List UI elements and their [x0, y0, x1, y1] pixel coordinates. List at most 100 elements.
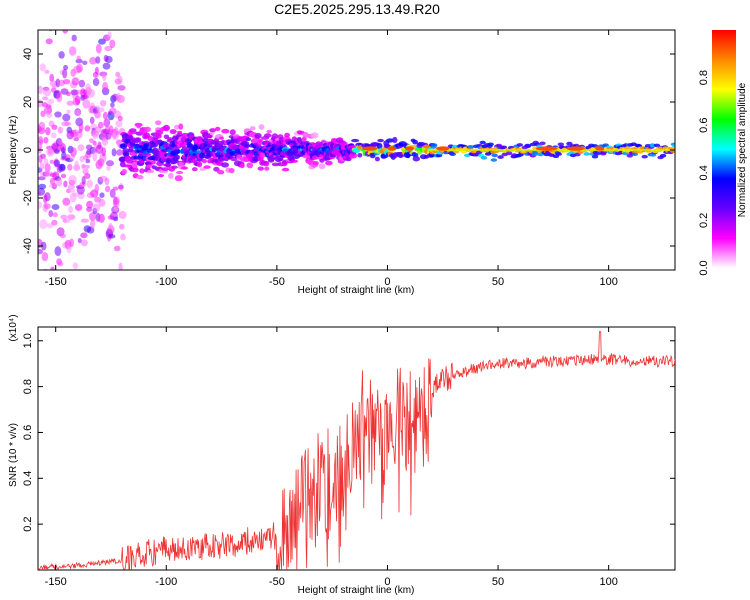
heatmap-cell — [76, 55, 81, 62]
heatmap-cell — [583, 152, 590, 156]
heatmap-cell — [191, 167, 198, 172]
heatmap-cell — [62, 197, 71, 206]
colorbar-tick-label: 0.6 — [698, 118, 710, 133]
heatmap-cell — [82, 60, 88, 65]
heatmap-cell — [281, 167, 290, 172]
heatmap-cell — [47, 148, 53, 155]
snr-y-multiplier: (x10⁴) — [8, 314, 19, 341]
heatmap-cell — [71, 34, 77, 42]
heatmap-cell — [535, 146, 558, 151]
heatmap-cell — [67, 163, 73, 171]
heatmap-cell — [357, 153, 363, 158]
heatmap-cell — [491, 153, 498, 158]
heatmap-cell — [86, 88, 95, 98]
heatmap-cell — [203, 165, 211, 169]
heatmap-cell — [479, 140, 486, 145]
heatmap-cell — [64, 121, 72, 126]
heatmap-cell — [302, 132, 309, 138]
heatmap-cell — [254, 132, 262, 139]
heatmap-cell — [92, 151, 98, 162]
heatmap-cell — [490, 158, 498, 162]
heatmap-cell — [96, 107, 105, 113]
heatmap-cell — [85, 158, 91, 164]
heatmap-cell — [128, 146, 134, 153]
heatmap-cell — [121, 168, 128, 175]
heatmap-cell — [38, 201, 43, 209]
heatmap-cell — [257, 138, 263, 143]
heatmap-cell — [325, 160, 333, 166]
heatmap-cell — [62, 79, 71, 85]
heatmap-cell — [176, 170, 184, 175]
y-tick-label: 0 — [22, 147, 34, 153]
heatmap-cell — [99, 192, 105, 198]
heatmap-cell — [38, 85, 43, 94]
heatmap-cell — [62, 30, 69, 34]
heatmap-cell — [118, 184, 124, 190]
heatmap-cell — [243, 144, 251, 148]
heatmap-cell — [68, 188, 76, 193]
heatmap-cell — [266, 129, 272, 134]
heatmap-cell — [50, 132, 57, 139]
heatmap-cell — [95, 144, 104, 154]
heatmap-cell — [50, 266, 55, 270]
heatmap-cell — [557, 142, 564, 147]
heatmap-cell — [102, 111, 109, 120]
heatmap-cell — [99, 100, 107, 107]
heatmap-cell — [659, 153, 667, 158]
heatmap-cell — [362, 146, 378, 151]
heatmap-cell — [258, 124, 265, 130]
heatmap-cell — [67, 214, 76, 221]
heatmap-cell — [88, 332, 92, 338]
heatmap-cell — [66, 109, 71, 114]
heatmap-cell — [95, 56, 101, 64]
heatmap-cell — [80, 277, 87, 281]
heatmap-cell — [52, 212, 58, 218]
heatmap-cell — [66, 244, 72, 254]
heatmap-cell — [230, 156, 238, 162]
heatmap-cell — [95, 43, 102, 54]
heatmap-cell — [174, 124, 180, 130]
heatmap-cell — [201, 138, 209, 143]
heatmap-cell — [54, 246, 62, 257]
colorbar-tick-label: 0.0 — [698, 260, 710, 275]
colorbar-ticks: 0.0 0.2 0.4 0.6 0.8 — [698, 70, 710, 276]
heatmap-cell — [39, 63, 47, 72]
heatmap-cell — [122, 148, 130, 153]
heatmap-cell — [109, 39, 116, 49]
heatmap-cell — [374, 156, 380, 162]
heatmap-cell — [80, 239, 88, 247]
heatmap-cell — [296, 136, 302, 143]
heatmap-cell — [156, 133, 162, 139]
x-tick-label: -50 — [269, 276, 285, 288]
heatmap-cell — [213, 166, 220, 172]
heatmap-cell — [76, 63, 83, 73]
colorbar-tick-label: 0.2 — [698, 213, 710, 228]
heatmap-cell — [80, 232, 88, 239]
heatmap-cell — [117, 85, 126, 91]
heatmap-cell — [46, 112, 53, 118]
heatmap-cell — [199, 167, 206, 171]
heatmap-cell — [38, 176, 46, 181]
x-tick-label: -100 — [155, 276, 177, 288]
heatmap-cell — [94, 66, 99, 75]
heatmap-cell — [653, 143, 661, 148]
heatmap-cell — [38, 187, 46, 196]
heatmap-cell — [113, 216, 119, 222]
heatmap-cell — [45, 22, 52, 26]
heatmap-cell — [166, 159, 171, 164]
snr-ticks: -150 -100 -50 0 50 100 0.2 0.4 0.6 0.8 1.0 — [22, 327, 675, 588]
heatmap-cell — [113, 245, 121, 252]
heatmap-cell — [48, 210, 53, 218]
heatmap-cell — [40, 241, 47, 251]
heatmap-cell — [631, 152, 638, 156]
heatmap-cell — [39, 219, 48, 230]
heatmap-cell — [377, 138, 384, 143]
y-tick-label: 0.6 — [22, 425, 34, 440]
heatmap-cell — [77, 238, 82, 244]
heatmap-cell — [51, 183, 58, 188]
heatmap-cell — [129, 130, 138, 135]
heatmap-cell — [315, 141, 322, 146]
heatmap-cell — [277, 157, 284, 162]
heatmap-cell — [566, 141, 573, 146]
x-tick-label: 0 — [384, 576, 390, 588]
